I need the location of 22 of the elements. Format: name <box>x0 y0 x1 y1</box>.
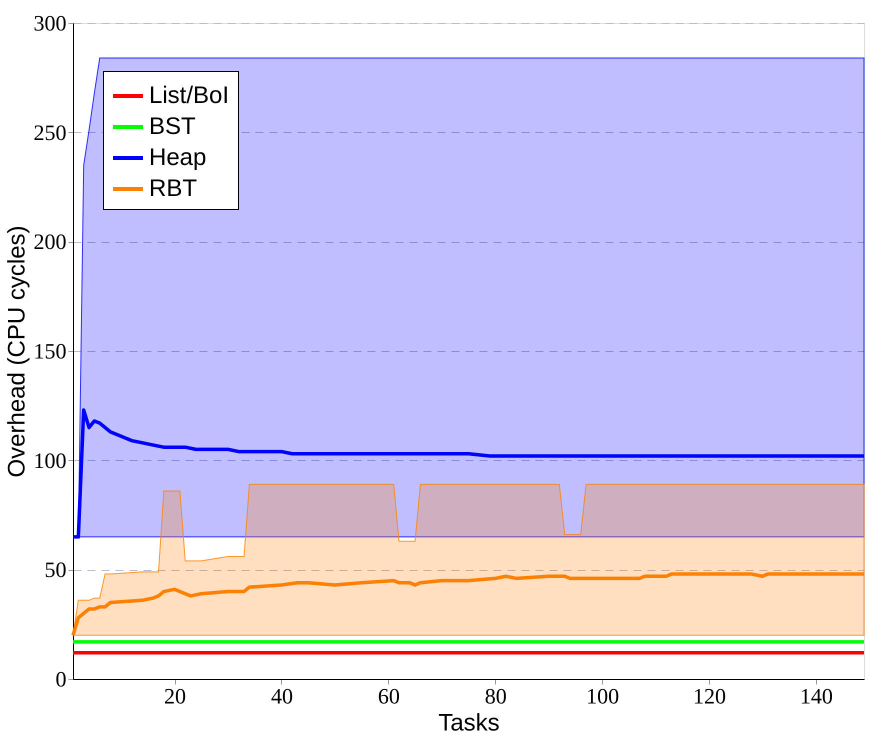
x-tick-label: 120 <box>693 684 726 708</box>
y-tick-label: 50 <box>44 557 66 582</box>
y-tick-label: 100 <box>34 448 66 473</box>
x-tick-label: 80 <box>484 684 507 708</box>
x-tick-label: 100 <box>586 684 620 708</box>
legend-label: Heap <box>149 144 206 171</box>
y-axis-title: Overhead (CPU cycles) <box>4 225 30 478</box>
line-series <box>71 572 866 638</box>
x-tick-label: 20 <box>164 684 186 708</box>
legend-label: List/BoI <box>149 82 230 109</box>
legend-label: BST <box>149 113 196 140</box>
line-series <box>71 408 866 539</box>
x-tick-label: 40 <box>270 684 293 708</box>
y-tick-label: 300 <box>34 10 66 36</box>
y-tick-label: 0 <box>56 666 66 692</box>
y-tick-label: 150 <box>34 338 66 364</box>
y-tick-label: 250 <box>34 120 66 145</box>
x-tick-label: 60 <box>378 684 400 708</box>
y-tick-label: 200 <box>34 229 66 254</box>
legend-label: RBT <box>149 175 198 202</box>
x-axis-title: Tasks <box>438 710 500 736</box>
x-tick-label: 140 <box>800 684 833 708</box>
